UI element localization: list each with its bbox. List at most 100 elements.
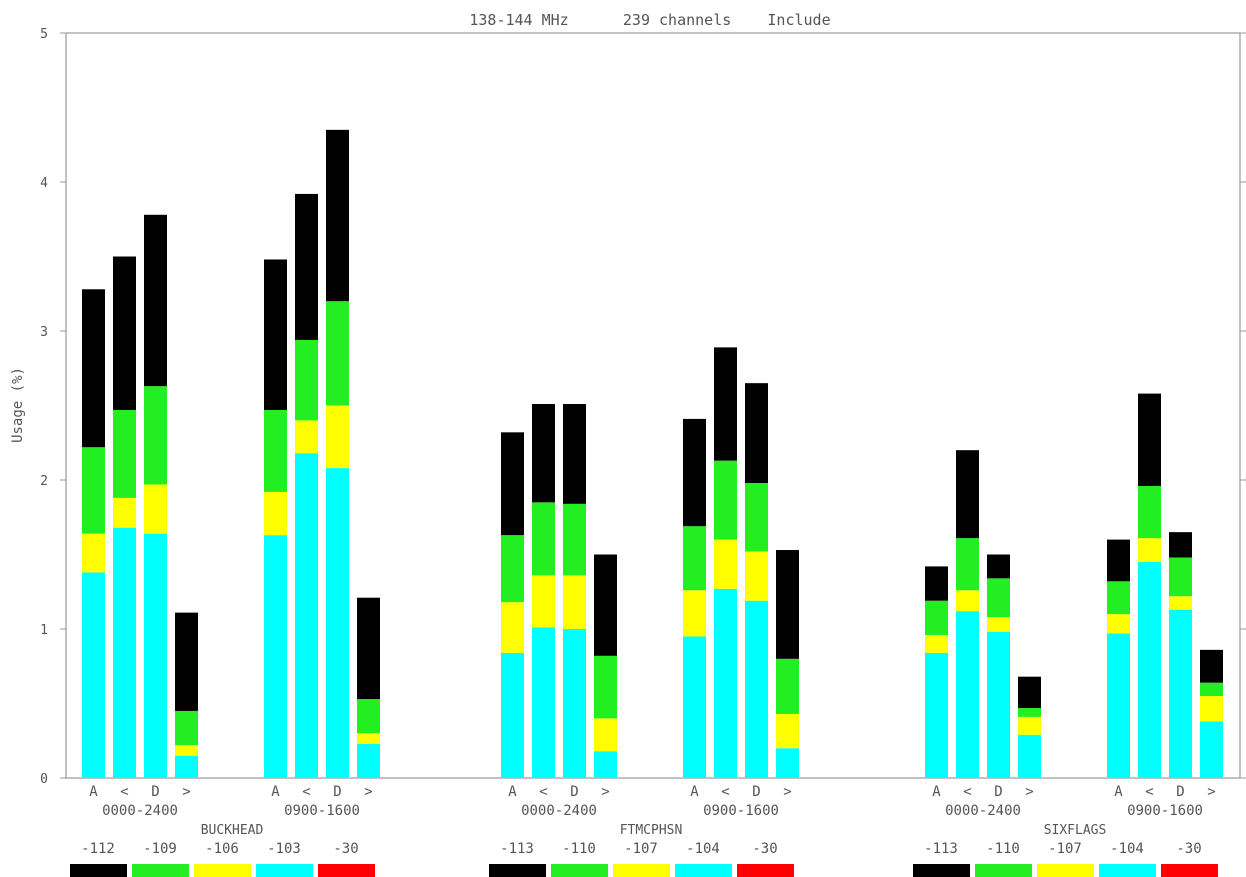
bar-letter: > [783, 784, 791, 800]
bar-segment [357, 733, 380, 744]
y-tick-label: 0 [40, 772, 48, 787]
legend-level-label: -103 [267, 841, 301, 857]
legend-level-label: -107 [624, 841, 658, 857]
y-tick-label: 5 [40, 27, 48, 42]
legend-level-label: -30 [1176, 841, 1201, 857]
bar-letter: D [570, 784, 578, 800]
bar-segment [175, 745, 198, 756]
chart-title: 138-144 MHz 239 channels Include [469, 11, 830, 29]
bar-segment [1138, 485, 1161, 539]
bar-segment [776, 713, 799, 749]
bar-segment [113, 497, 136, 528]
bar-segment [776, 658, 799, 714]
bar-segment [1200, 649, 1223, 683]
bar-letter: D [994, 784, 1002, 800]
bar-segment [357, 699, 380, 734]
bar-segment [175, 710, 198, 746]
bar-segment [776, 748, 799, 778]
bar-segment [1107, 581, 1130, 615]
legend-level-label: -113 [924, 841, 958, 857]
bar-segment [357, 597, 380, 700]
bar-segment [501, 602, 524, 653]
bar-segment [1200, 696, 1223, 722]
legends: -112 -109 -106 -103 -30 -113 -110 -107 -104 -30 -1… [70, 841, 1218, 877]
bar-segment [264, 491, 287, 536]
bar-letter: A [932, 784, 941, 800]
bar-segment [357, 743, 380, 778]
bar-segment [987, 578, 1010, 618]
legend-swatch [132, 864, 189, 877]
legend-swatch [975, 864, 1032, 877]
bar-segment [1138, 393, 1161, 486]
site-name: BUCKHEAD [201, 823, 264, 838]
bar-letter: D [752, 784, 760, 800]
legend-swatch [194, 864, 251, 877]
bar-segment [326, 301, 349, 406]
site-name: FTMCPHSN [620, 823, 683, 838]
bar-segment [1018, 707, 1041, 717]
bar-segment [745, 383, 768, 483]
legend-swatch [737, 864, 794, 877]
legend-level-label: -110 [562, 841, 596, 857]
y-tick-label: 2 [40, 474, 48, 489]
bar-segment [714, 460, 737, 540]
bar-segment [956, 538, 979, 591]
legend-level-label: -110 [986, 841, 1020, 857]
bar-segment [563, 575, 586, 629]
bars [82, 129, 1223, 778]
bar-letter: D [151, 784, 159, 800]
bar-segment [532, 627, 555, 778]
bar-segment [295, 453, 318, 778]
group-time-label: 0900-1600 [1127, 803, 1203, 819]
bar-segment [925, 600, 948, 635]
legend-swatch [70, 864, 127, 877]
bar-segment [295, 420, 318, 454]
bar-letter: < [721, 784, 729, 800]
bar-segment [594, 554, 617, 656]
bar-segment [1018, 716, 1041, 735]
bar-segment [1107, 633, 1130, 778]
y-axis-label: Usage (%) [10, 367, 26, 443]
bar-segment [82, 447, 105, 534]
bar-letter: A [89, 784, 98, 800]
legend-swatch [551, 864, 608, 877]
legend-swatch [1161, 864, 1218, 877]
legend-swatch [1037, 864, 1094, 877]
bar-segment [113, 409, 136, 498]
legend-level-label: -30 [333, 841, 358, 857]
legend-level-label: -106 [205, 841, 239, 857]
bar-letter: > [364, 784, 372, 800]
legend-swatch [489, 864, 546, 877]
legend-swatch [318, 864, 375, 877]
bar-segment [113, 527, 136, 778]
bar-letter: A [1114, 784, 1123, 800]
bar-segment [501, 432, 524, 536]
legend-level-label: -104 [1110, 841, 1144, 857]
bar-segment [956, 590, 979, 612]
bar-segment [295, 339, 318, 421]
bar-letter: A [271, 784, 280, 800]
bar-segment [776, 550, 799, 659]
bar-segment [144, 214, 167, 387]
y-axis: 0 1 2 3 4 5 [40, 27, 1246, 787]
bar-segment [683, 526, 706, 591]
bar-segment [683, 590, 706, 637]
bar-segment [956, 611, 979, 778]
group-time-label: 0900-1600 [703, 803, 779, 819]
bar-letter: > [1207, 784, 1215, 800]
bar-segment [714, 588, 737, 778]
bar-letter: A [508, 784, 517, 800]
bar-segment [1169, 596, 1192, 610]
bar-segment [987, 554, 1010, 579]
group-time-label: 0000-2400 [521, 803, 597, 819]
bar-segment [956, 450, 979, 539]
plot-border [65, 32, 1241, 779]
bar-letter: < [302, 784, 310, 800]
bar-segment [745, 600, 768, 778]
bar-segment [594, 718, 617, 752]
bar-segment [1200, 721, 1223, 778]
bar-segment [1107, 539, 1130, 582]
bar-segment [264, 409, 287, 492]
